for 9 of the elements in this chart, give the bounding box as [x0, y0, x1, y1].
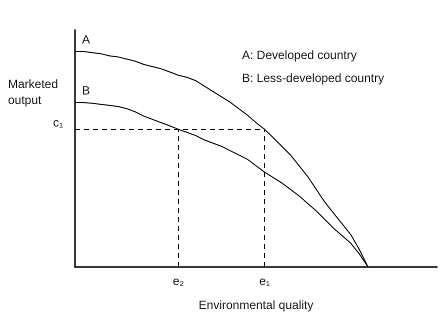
x-axis-title: Environmental quality [198, 298, 314, 312]
x-tick-label: e₁ [259, 274, 270, 288]
x-tick-label: e₂ [172, 274, 184, 288]
annotation: A: Developed country [242, 48, 357, 62]
series-label: B [82, 83, 90, 98]
y-axis-title: Marketed output [8, 77, 58, 107]
series-label: A [82, 32, 90, 47]
annotation: B: Less-developed country [242, 71, 384, 85]
ref-line-label: c₁ [52, 115, 63, 130]
